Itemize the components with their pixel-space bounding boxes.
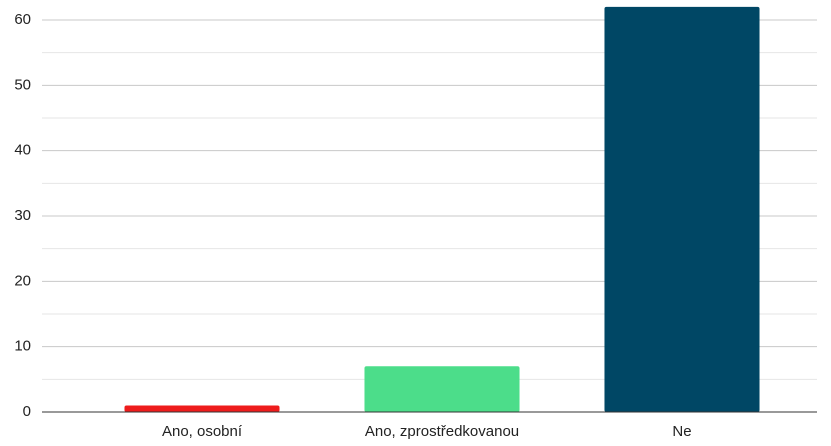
y-tick-label: 10 xyxy=(14,338,31,355)
y-tick-label: 40 xyxy=(14,142,31,159)
y-tick-label: 60 xyxy=(14,11,31,28)
y-tick-label: 20 xyxy=(14,272,31,289)
bar xyxy=(604,6,760,413)
bar xyxy=(124,405,280,412)
x-tick-label: Ano, zprostředkovanou xyxy=(365,423,519,440)
x-tick-label: Ano, osobní xyxy=(162,423,243,440)
y-tick-label: 30 xyxy=(14,207,31,224)
bar xyxy=(364,366,520,412)
x-tick-label: Ne xyxy=(672,423,691,440)
y-tick-label: 50 xyxy=(14,76,31,93)
y-tick-label: 0 xyxy=(23,403,31,420)
